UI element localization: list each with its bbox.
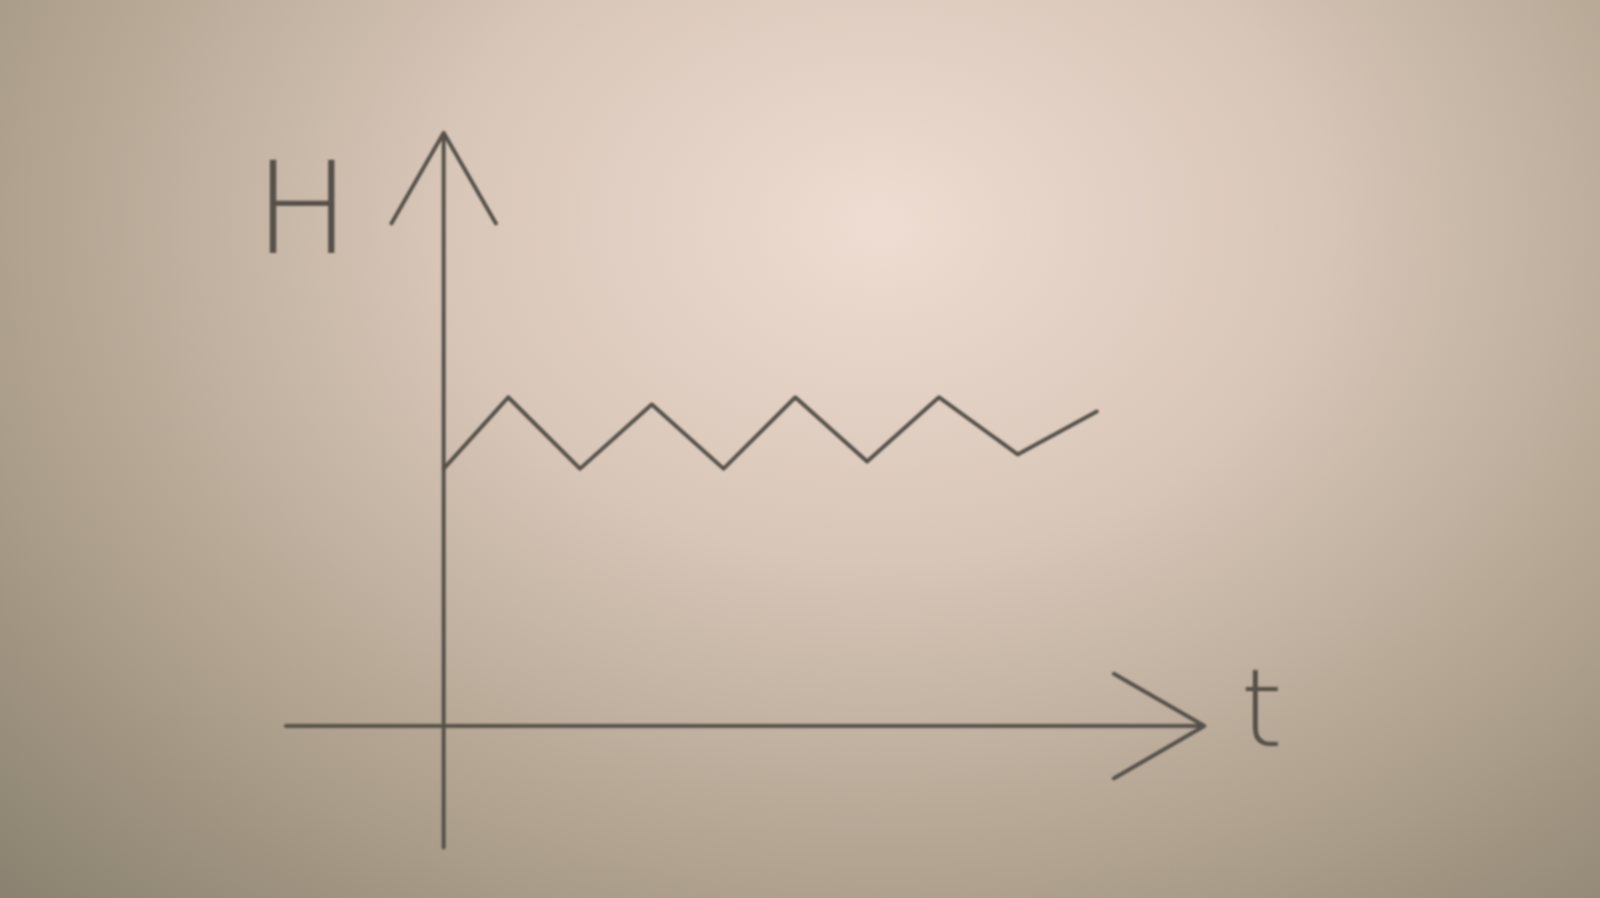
svg-text:H: H <box>254 134 351 284</box>
svg-text:t: t <box>1240 646 1283 772</box>
